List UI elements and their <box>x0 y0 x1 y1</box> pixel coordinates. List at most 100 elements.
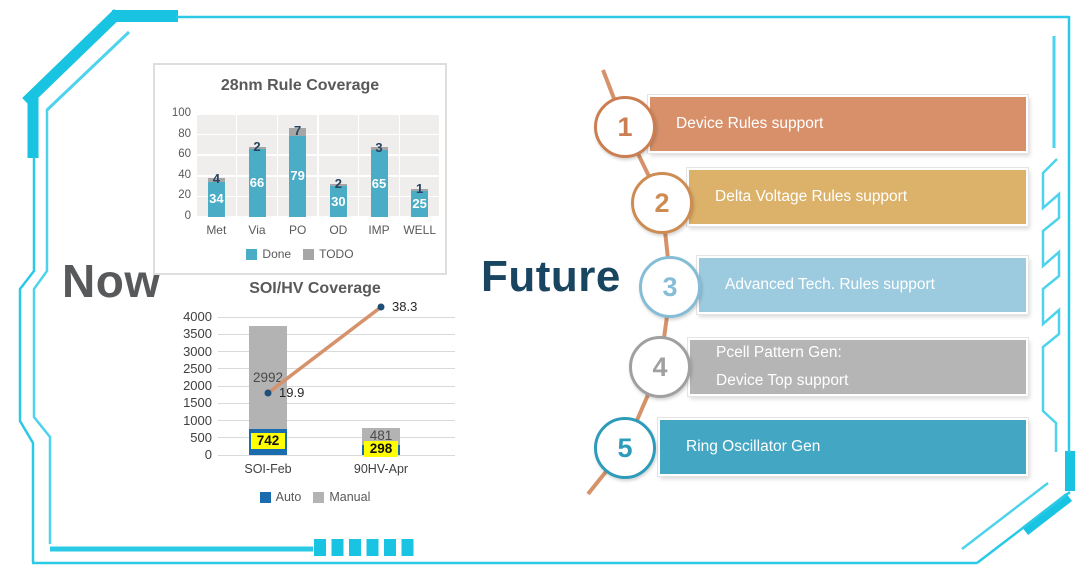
roadmap-step-number-3: 3 <box>662 271 678 302</box>
bar-todo-WELL <box>411 189 429 192</box>
value-label-todo: 2 <box>334 176 342 192</box>
roadmap-label-2: Delta Voltage Rules support <box>715 188 908 206</box>
gridline-h <box>196 113 440 115</box>
x-tick-label: WELL <box>403 223 436 237</box>
bar-done-WELL <box>411 191 429 217</box>
line-point-label: 19.9 <box>279 385 305 400</box>
y-tick-label: 4000 <box>183 309 212 324</box>
chart1-title: 28nm Rule Coverage <box>220 77 380 94</box>
legend: Done TODO <box>155 247 445 261</box>
legend: Auto Manual <box>160 490 470 504</box>
gridline-h <box>218 402 455 404</box>
y-tick-label: 3000 <box>183 343 212 359</box>
y-tick-label: 3500 <box>183 326 212 342</box>
roadmap-step-number-1: 1 <box>617 111 633 142</box>
legend-label: Done <box>262 247 292 261</box>
bar-manual-90HV-Apr <box>362 428 400 445</box>
x-tick-label: 90HV-Apr <box>353 462 409 476</box>
value-label-auto: 742 <box>251 433 285 450</box>
roadmap-step-circle-4: 4 <box>629 336 691 398</box>
bar-done-Via <box>248 149 266 217</box>
legend-swatch <box>313 491 325 503</box>
bar-todo-OD <box>329 184 347 187</box>
bar-todo-IMP <box>370 146 388 151</box>
bar-todo-Via <box>248 146 266 149</box>
roadmap-bar-1: Device Rules support <box>648 95 1028 153</box>
y-tick-label: 2000 <box>183 378 212 393</box>
gridline-v <box>195 114 197 217</box>
value-label-manual: 2992 <box>252 369 284 385</box>
y-tick-label: 1000 <box>183 412 212 428</box>
gridline-h <box>218 316 455 318</box>
gridline-v <box>276 114 279 217</box>
x-tick-label: IMP <box>368 223 390 237</box>
chart-soi-hv-coverage: SOI/HV Coverage 0 500 1000 1500 2000 2500 3000… <box>160 278 470 523</box>
y-tick-label: 0 <box>204 447 212 462</box>
y-tick-label: 80 <box>178 127 191 140</box>
roadmap-step-circle-5: 5 <box>594 417 656 479</box>
y-tick-label: 100 <box>171 107 191 119</box>
gridline-h <box>196 133 440 136</box>
bar-manual-SOI-Feb <box>249 326 287 430</box>
x-tick-label: OD <box>329 223 348 237</box>
value-label-done: 30 <box>331 193 346 209</box>
legend-label: TODO <box>319 247 354 261</box>
x-tick-label: Met <box>206 223 227 237</box>
line-series <box>264 303 385 397</box>
gridline-v <box>235 114 238 217</box>
roadmap-bar-4: Pcell Pattern Gen: Device Top support <box>688 338 1028 396</box>
future-label: Future <box>481 252 621 301</box>
value-label-todo: 7 <box>294 123 302 139</box>
value-label-todo: 3 <box>375 139 383 155</box>
legend-item: Done <box>246 247 291 261</box>
x-tick-label: SOI-Feb <box>244 462 292 476</box>
bar-done-PO <box>289 135 307 217</box>
roadmap-bar-2: Delta Voltage Rules support <box>687 168 1028 226</box>
value-label-done: 65 <box>371 175 387 191</box>
bar-todo-PO <box>289 128 307 136</box>
x-tick-label: PO <box>288 223 307 237</box>
frame-thick-segments <box>22 9 1075 535</box>
gridline-v <box>357 114 360 217</box>
frame-outer-lines <box>18 15 1071 565</box>
value-label-done: 34 <box>209 191 224 207</box>
x-tick-label: Via <box>248 223 266 237</box>
gridline-v <box>317 114 319 217</box>
legend-label: Auto <box>275 490 302 504</box>
value-label-manual: 481 <box>369 428 393 444</box>
value-label-done: 66 <box>249 175 265 190</box>
gridline-v <box>398 114 401 217</box>
gridline-h <box>218 351 455 352</box>
gridline-h <box>196 216 440 218</box>
roadmap-step-circle-1: 1 <box>594 96 656 158</box>
roadmap-step-circle-3: 3 <box>639 256 701 318</box>
value-label-auto: 298 <box>364 440 398 457</box>
legend-item: TODO <box>303 247 354 261</box>
value-label-todo: 4 <box>212 170 220 186</box>
roadmap-label-5: Ring Oscillator Gen <box>686 438 821 456</box>
now-label: Now <box>62 255 161 307</box>
gridline-h <box>196 195 440 198</box>
frame-inner-lines <box>32 30 1061 550</box>
roadmap-step-number-5: 5 <box>617 432 633 463</box>
roadmap-bar-3: Advanced Tech. Rules support <box>697 256 1028 314</box>
y-tick-label: 0 <box>184 210 191 222</box>
gridline-h <box>218 385 455 387</box>
value-label-done: 25 <box>412 196 427 212</box>
y-tick-label: 2500 <box>183 360 212 376</box>
gridline-h <box>218 437 455 439</box>
y-tick-label: 60 <box>178 148 191 161</box>
gridline-h <box>218 368 455 370</box>
bar-todo-Met <box>207 177 225 182</box>
value-label-todo: 1 <box>416 181 424 197</box>
y-tick-label: 40 <box>178 168 191 181</box>
chart-28nm-rule-coverage: 28nm Rule Coverage 0 20 40 60 80 100 34 4 Met 66 2… <box>153 63 447 275</box>
roadmap-label-4-line2: Device Top support <box>716 372 849 389</box>
bar-done-Met <box>207 181 225 217</box>
roadmap-label-1: Device Rules support <box>676 115 824 133</box>
roadmap-label-4-line1: Pcell Pattern Gen: <box>716 344 842 362</box>
roadmap-bar-5: Ring Oscillator Gen <box>658 418 1028 476</box>
legend-swatch <box>259 491 271 503</box>
chart2-title: SOI/HV Coverage <box>249 280 381 297</box>
